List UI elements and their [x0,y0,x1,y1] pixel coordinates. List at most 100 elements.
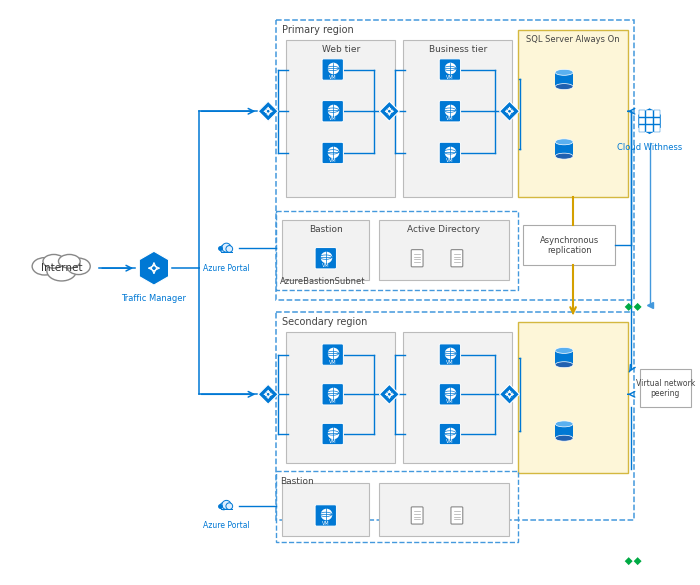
Polygon shape [500,384,519,404]
Bar [638,118,645,125]
Polygon shape [500,101,519,121]
Text: VM: VM [446,75,454,80]
Text: Traffic Manager: Traffic Manager [121,294,186,303]
Ellipse shape [555,347,573,353]
Polygon shape [379,101,399,121]
Circle shape [222,500,231,510]
Bar [654,125,660,132]
Bar [640,370,692,407]
FancyBboxPatch shape [322,142,344,164]
Circle shape [222,243,231,252]
Text: VM: VM [446,116,454,122]
Bar [276,211,519,290]
FancyBboxPatch shape [322,101,344,122]
Text: Virtual network
peering: Virtual network peering [636,378,695,398]
Text: Azure Portal: Azure Portal [203,521,250,531]
FancyBboxPatch shape [315,505,337,526]
Polygon shape [139,252,169,285]
FancyBboxPatch shape [411,507,423,524]
FancyBboxPatch shape [322,59,344,80]
Ellipse shape [47,261,76,281]
Polygon shape [624,557,633,565]
Text: Business tier: Business tier [428,44,487,54]
Text: Cloud Withness: Cloud Withness [617,143,682,152]
Circle shape [220,245,228,253]
FancyBboxPatch shape [439,142,461,164]
Bar [654,118,660,125]
FancyBboxPatch shape [451,507,463,524]
Bar [403,332,512,463]
Text: VM: VM [446,439,454,444]
Ellipse shape [555,362,573,368]
Circle shape [226,503,232,510]
Text: AzureBastionSubnet: AzureBastionSubnet [280,277,365,286]
Bar [282,221,370,280]
FancyBboxPatch shape [411,250,423,267]
Text: VM: VM [322,263,330,269]
Ellipse shape [32,257,57,275]
Bar [555,142,573,156]
Bar [646,125,653,132]
FancyBboxPatch shape [322,384,344,405]
Bar [646,111,653,117]
Text: Internet: Internet [41,263,83,273]
Polygon shape [379,384,399,404]
Bar [654,111,660,117]
Bar [286,40,395,197]
Bar [555,73,573,87]
Bar [286,332,395,463]
Bar [555,350,573,364]
Bar [519,30,628,197]
FancyBboxPatch shape [451,250,463,267]
Text: Web tier: Web tier [321,44,360,54]
FancyBboxPatch shape [322,424,344,445]
Bar [276,471,519,542]
Text: VM: VM [329,116,337,122]
Ellipse shape [43,254,64,268]
Circle shape [226,246,232,252]
Ellipse shape [555,153,573,159]
Text: Asynchronous
replication: Asynchronous replication [540,236,598,255]
Text: VM: VM [446,400,454,404]
Ellipse shape [555,139,573,145]
Ellipse shape [59,254,80,268]
FancyBboxPatch shape [439,59,461,80]
Ellipse shape [67,258,90,274]
Text: Bastion: Bastion [280,477,314,486]
Text: VM: VM [446,360,454,364]
Polygon shape [634,303,642,311]
Text: Azure Portal: Azure Portal [203,264,250,273]
Text: SQL Server Always On: SQL Server Always On [526,35,620,44]
Text: VM: VM [329,158,337,163]
Ellipse shape [555,84,573,90]
Ellipse shape [555,435,573,441]
Polygon shape [634,557,642,565]
Polygon shape [624,303,633,311]
Text: VM: VM [322,521,330,525]
Bar [276,20,634,300]
Bar [379,221,508,280]
Ellipse shape [555,421,573,427]
FancyBboxPatch shape [439,344,461,365]
FancyBboxPatch shape [439,424,461,445]
FancyBboxPatch shape [322,344,344,365]
Ellipse shape [555,70,573,75]
Circle shape [220,503,228,510]
Polygon shape [638,108,661,134]
FancyBboxPatch shape [439,384,461,405]
Text: Bastion: Bastion [309,225,342,235]
Text: Active Directory: Active Directory [407,225,480,235]
Text: VM: VM [329,75,337,80]
Polygon shape [258,384,278,404]
Polygon shape [258,101,278,121]
Text: VM: VM [329,400,337,404]
Bar [638,125,645,132]
Bar [638,111,645,117]
Text: VM: VM [329,439,337,444]
Bar [519,322,628,473]
Bar [524,225,615,265]
Bar [276,312,634,521]
Text: Secondary region: Secondary region [282,317,368,327]
Bar [403,40,512,197]
Text: VM: VM [329,360,337,364]
